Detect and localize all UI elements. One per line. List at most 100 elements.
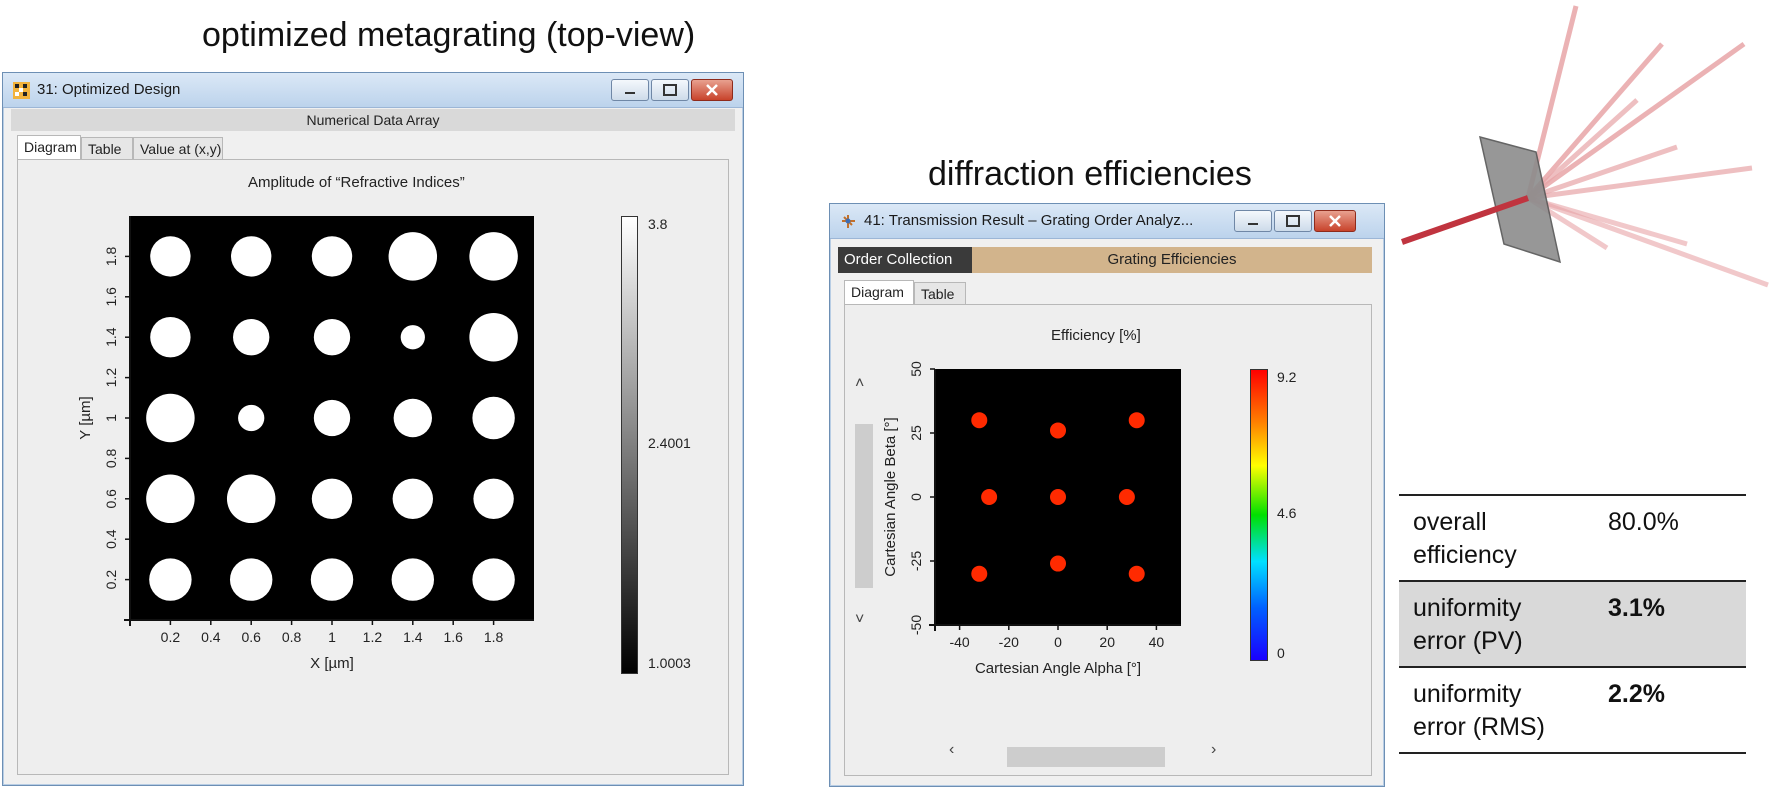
metric-row-efficiency: overall efficiency 80.0% xyxy=(1399,495,1746,581)
pillar xyxy=(388,232,438,281)
y-tick-label: 0.8 xyxy=(103,448,119,468)
subheader: Numerical Data Array xyxy=(11,109,735,131)
metric-label: overall efficiency xyxy=(1413,508,1517,569)
diagram-panel: Amplitude of “Refractive Indices” 0.2 0.4… xyxy=(17,159,729,775)
pillar xyxy=(469,312,518,362)
y-tick-label: 25 xyxy=(908,425,924,441)
x-axis-label: X [µm] xyxy=(310,655,354,672)
plot-title: Amplitude of “Refractive Indices” xyxy=(248,174,465,191)
tab-value-at[interactable]: Value at (x,y) xyxy=(133,137,223,159)
diffraction-order xyxy=(1128,412,1145,429)
colorbar-mid: 4.6 xyxy=(1277,505,1297,521)
maximize-button[interactable] xyxy=(651,79,689,101)
colorbar xyxy=(621,216,638,674)
vertical-scroll-thumb[interactable] xyxy=(855,424,873,588)
y-tick-label: 1.2 xyxy=(103,368,119,388)
maximize-button[interactable] xyxy=(1274,210,1312,232)
tab-table[interactable]: Table xyxy=(81,137,133,159)
pillar xyxy=(310,558,354,601)
plot-title: Efficiency [%] xyxy=(1051,327,1141,344)
minimize-button[interactable] xyxy=(1234,210,1272,232)
colorbar-mid: 2.4001 xyxy=(648,435,691,451)
x-tick-label: 1.8 xyxy=(484,629,504,645)
y-axis-label: Y [µm] xyxy=(77,396,94,439)
close-button[interactable] xyxy=(1314,210,1356,232)
pillar xyxy=(229,558,273,601)
diffraction-order xyxy=(1050,489,1066,505)
scroll-left-icon[interactable]: ‹ xyxy=(949,741,955,758)
diffracted-beams xyxy=(1525,5,1769,288)
metric-value: 2.2% xyxy=(1608,680,1665,708)
pillar xyxy=(469,232,518,281)
scroll-up-icon[interactable]: ˄ xyxy=(855,375,865,392)
horizontal-scroll-thumb[interactable] xyxy=(1007,747,1165,767)
refractive-index-plot[interactable]: 0.2 0.4 0.6 0.8 1 1.2 1.4 1.6 1.8 0.2 0.4 0.6 0.8 1 1.… xyxy=(18,160,728,774)
pillar xyxy=(392,478,433,519)
pillar xyxy=(149,558,192,601)
grating-efficiencies-button[interactable]: Grating Efficiencies xyxy=(972,247,1372,273)
pillar xyxy=(146,474,195,524)
app-icon xyxy=(13,82,30,99)
pillar xyxy=(311,478,353,519)
y-tick-label: 0 xyxy=(908,493,924,501)
order-collection-button[interactable]: Order Collection xyxy=(838,247,972,273)
diffraction-order xyxy=(971,565,988,582)
close-button[interactable] xyxy=(691,79,733,101)
y-tick-label: 1.8 xyxy=(103,246,119,266)
pillar xyxy=(393,398,432,438)
diffraction-order xyxy=(1050,555,1066,572)
y-tick-label: -50 xyxy=(908,615,924,635)
pillar xyxy=(233,319,270,356)
pillar xyxy=(472,396,515,440)
pillar xyxy=(473,478,514,519)
pillar xyxy=(391,558,435,601)
incident-beam xyxy=(1401,195,1529,245)
x-tick-label: 40 xyxy=(1149,634,1165,650)
x-axis-label: Cartesian Angle Alpha [°] xyxy=(975,660,1141,677)
pillar xyxy=(146,393,195,443)
y-tick-label: 1 xyxy=(103,414,119,422)
metric-row-pv: uniformity error (PV) 3.1% xyxy=(1399,581,1746,667)
pillar xyxy=(150,317,191,358)
x-tick-label: 0.4 xyxy=(201,629,221,645)
optimized-design-window: 31: Optimized Design Numerical Data Arra… xyxy=(2,72,744,786)
x-tick-label: -20 xyxy=(999,634,1019,650)
tab-diagram[interactable]: Diagram xyxy=(844,280,914,304)
window-title: 41: Transmission Result – Grating Order … xyxy=(864,212,1194,229)
transmission-result-window: 41: Transmission Result – Grating Order … xyxy=(829,203,1385,787)
pillar xyxy=(238,404,265,432)
x-tick-label: 0.8 xyxy=(282,629,302,645)
colorbar-max: 3.8 xyxy=(648,216,668,232)
y-tick-label: 0.2 xyxy=(103,570,119,590)
metrics-table: overall efficiency 80.0% uniformity erro… xyxy=(1399,494,1746,754)
window-title: 31: Optimized Design xyxy=(37,81,181,98)
heading-diffraction: diffraction efficiencies xyxy=(928,155,1252,193)
diffraction-sketch xyxy=(1401,5,1769,288)
y-axis-label: Cartesian Angle Beta [°] xyxy=(882,417,899,576)
pillar xyxy=(311,236,353,277)
minimize-button[interactable] xyxy=(611,79,649,101)
y-tick-label: 1.4 xyxy=(103,327,119,347)
y-tick-label: -25 xyxy=(908,551,924,571)
x-tick-label: 0.2 xyxy=(161,629,181,645)
diffraction-order xyxy=(1118,489,1135,505)
scroll-right-icon[interactable]: › xyxy=(1211,741,1217,758)
y-tick-label: 50 xyxy=(908,361,924,377)
efficiency-plot[interactable]: -40 -20 0 20 40 50 25 0 -25 -50 Cartesian Angle Al… xyxy=(845,305,1371,775)
heading-metagrating: optimized metagrating (top-view) xyxy=(202,16,696,54)
metric-label: uniformity error (RMS) xyxy=(1413,680,1545,741)
colorbar xyxy=(1250,369,1268,661)
x-tick-label: 1.6 xyxy=(443,629,463,645)
y-tick-label: 0.6 xyxy=(103,489,119,509)
tab-diagram[interactable]: Diagram xyxy=(17,135,81,159)
metric-value: 80.0% xyxy=(1608,508,1679,536)
tab-table[interactable]: Table xyxy=(914,282,966,304)
y-tick-label: 0.4 xyxy=(103,529,119,549)
diffraction-order xyxy=(981,489,998,505)
y-tick-label: 1.6 xyxy=(103,287,119,307)
pillar xyxy=(231,236,272,277)
colorbar-min: 0 xyxy=(1277,645,1285,661)
x-tick-label: 1 xyxy=(328,629,336,645)
scroll-down-icon[interactable]: ˅ xyxy=(855,611,865,628)
diffraction-order xyxy=(971,412,988,429)
